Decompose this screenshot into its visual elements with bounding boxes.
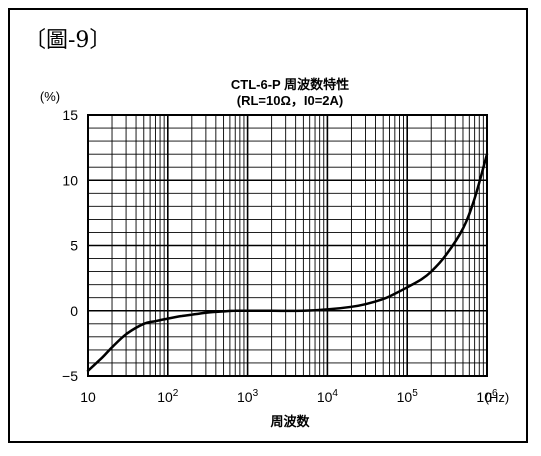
y-tick-label: 15 [62, 107, 78, 123]
y-axis-label: (%) [40, 89, 60, 104]
figure-label: 〔圖-9〕 [24, 28, 112, 53]
x-axis-label: 周波数 [270, 414, 310, 429]
chart-subtitle: (RL=10Ω，I0=2A) [237, 93, 344, 108]
x-tick-label: 10 [80, 389, 96, 405]
y-tick-label: −5 [62, 368, 78, 384]
figure-frame [8, 8, 528, 443]
x-tick-label: 102 [157, 388, 179, 405]
series-line [86, 152, 489, 373]
chart-title: CTL-6-P 周波数特性 [231, 77, 349, 92]
plot-area-border [87, 114, 488, 377]
y-tick-label: 10 [62, 172, 78, 188]
x-tick-label: 105 [397, 388, 419, 405]
tick-labels: −5 0 5 10 15 10 102 103 104 105 106 [62, 107, 498, 405]
y-tick-label: 5 [70, 238, 78, 254]
chart-grid [87, 114, 487, 377]
x-tick-label: 103 [237, 388, 259, 405]
x-axis-unit: (Hz) [485, 390, 510, 405]
x-tick-label: 106 [476, 388, 498, 405]
x-tick-label: 104 [317, 388, 339, 405]
y-tick-label: 0 [70, 303, 78, 319]
